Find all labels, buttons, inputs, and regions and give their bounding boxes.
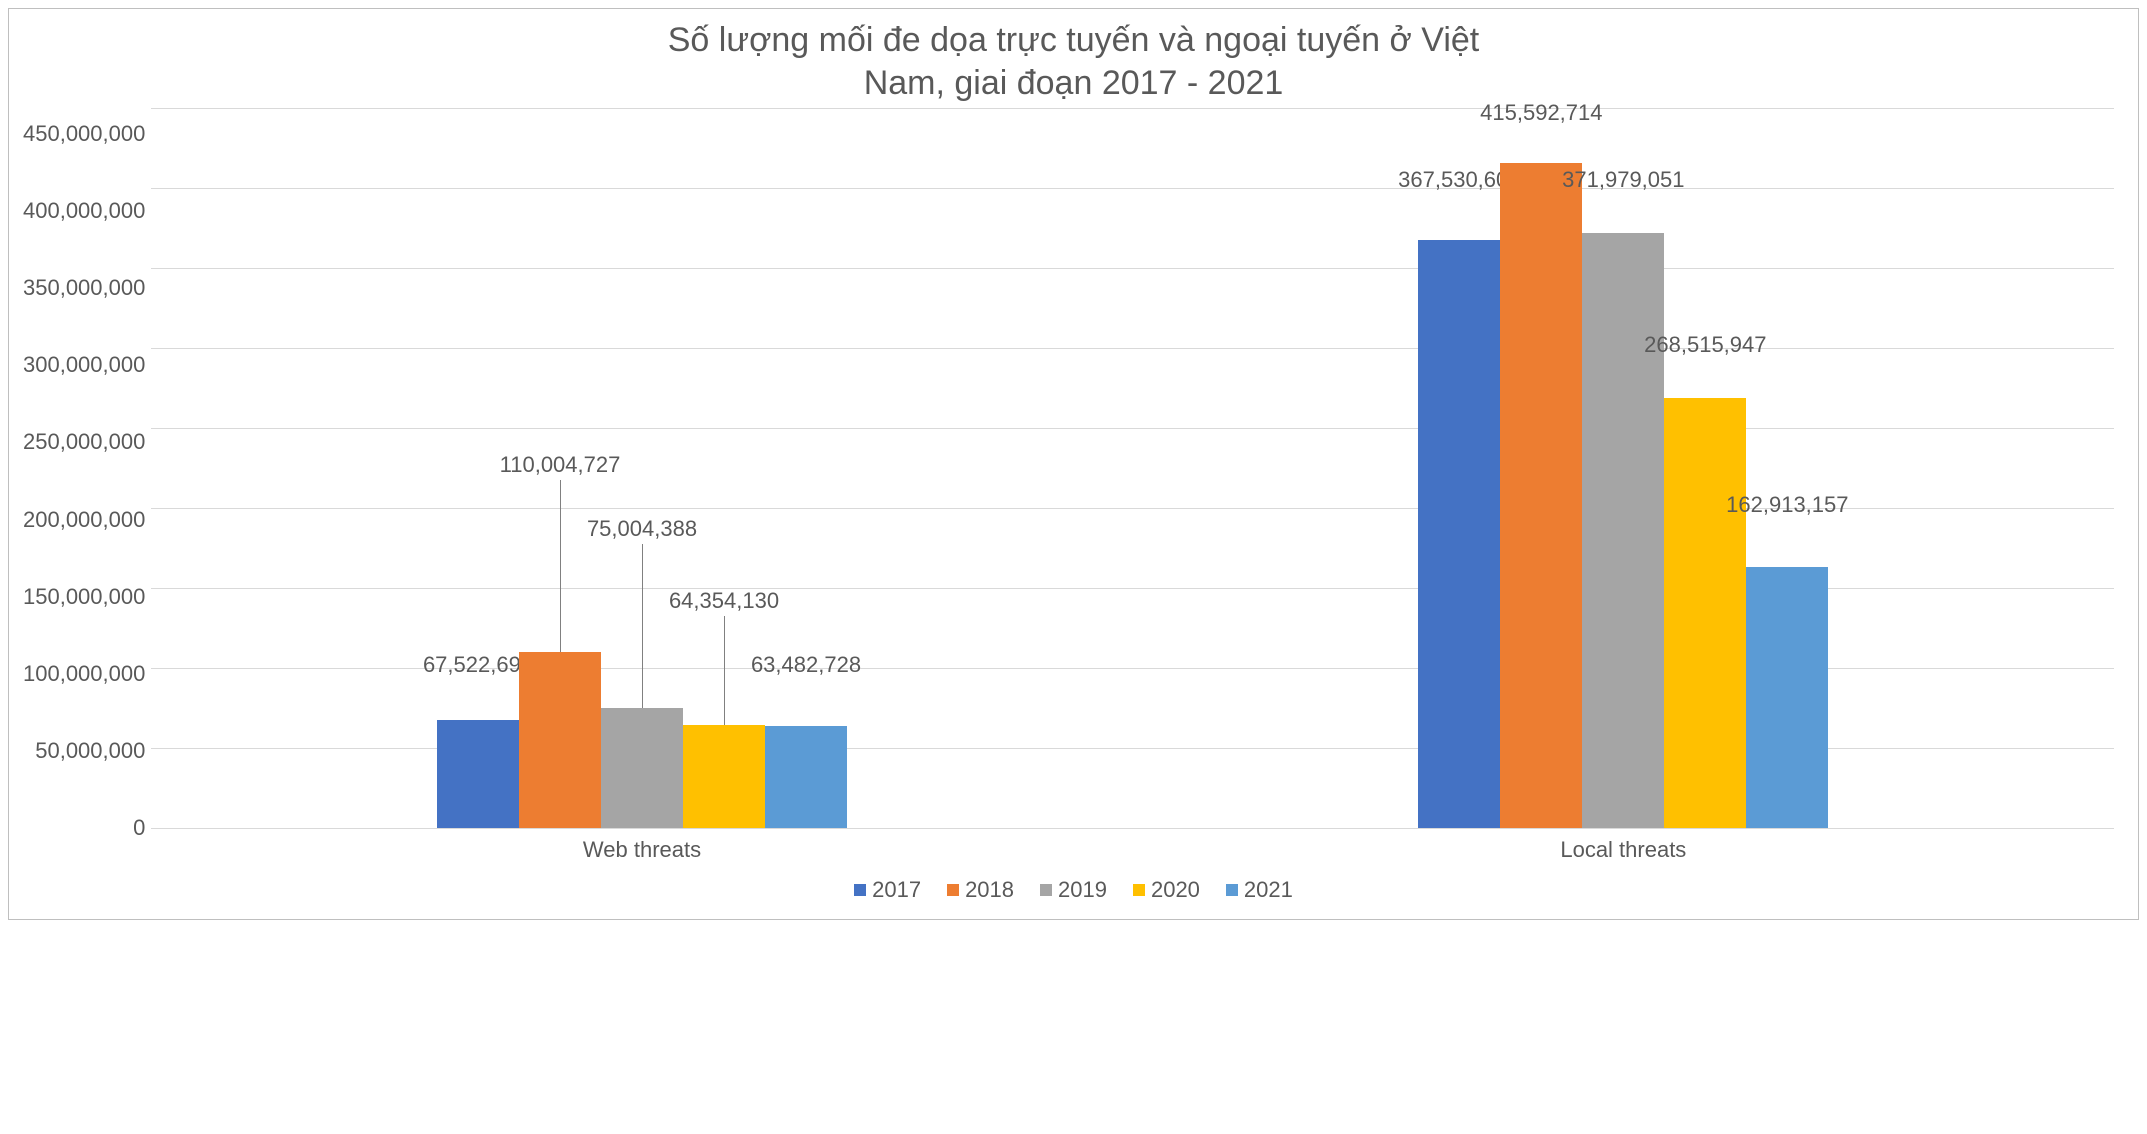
x-category-label: Web threats: [151, 829, 1132, 863]
bar-data-label: 162,913,157: [1726, 493, 1848, 516]
legend-label: 2021: [1244, 877, 1293, 903]
legend-swatch: [1226, 884, 1238, 896]
chart-title: Số lượng mối đe dọa trực tuyến và ngoại …: [9, 9, 2138, 108]
bar: [1664, 398, 1746, 828]
legend-item: 2018: [947, 877, 1014, 903]
bar-wrap: 415,592,714: [1500, 108, 1582, 828]
chart-title-line2: Nam, giai đoạn 2017 - 2021: [864, 64, 1284, 102]
y-tick: 200,000,000: [23, 507, 145, 533]
x-categories: Web threatsLocal threats: [151, 829, 2114, 863]
chart-title-line1: Số lượng mối đe dọa trực tuyến và ngoại …: [668, 21, 1480, 59]
leader-line: [560, 480, 561, 652]
bar: [519, 652, 601, 828]
gridline: [151, 828, 2114, 829]
plot-area: 67,522,696110,004,72775,004,38864,354,13…: [151, 108, 2114, 828]
y-tick: 350,000,000: [23, 275, 145, 301]
legend-swatch: [947, 884, 959, 896]
bar: [1418, 240, 1500, 828]
bar: [601, 708, 683, 828]
bar: [683, 725, 765, 828]
y-axis: 450,000,000 400,000,000 350,000,000 300,000…: [9, 108, 151, 828]
bar-wrap: 367,530,606: [1418, 108, 1500, 828]
bar-data-label: 63,482,728: [751, 653, 861, 676]
bar-group: 367,530,606415,592,714371,979,051268,515…: [1133, 108, 2114, 828]
bar-data-label: 75,004,388: [587, 517, 697, 540]
legend-label: 2018: [965, 877, 1014, 903]
bar: [1500, 163, 1582, 828]
legend-label: 2020: [1151, 877, 1200, 903]
legend-item: 2017: [854, 877, 921, 903]
leader-line: [642, 544, 643, 708]
bar: [1746, 567, 1828, 828]
legend-swatch: [1133, 884, 1145, 896]
y-tick: 50,000,000: [35, 738, 145, 764]
bar-wrap: 75,004,388: [601, 108, 683, 828]
chart-container: Số lượng mối đe dọa trực tuyến và ngoại …: [8, 8, 2139, 920]
bar: [1582, 233, 1664, 828]
legend-item: 2021: [1226, 877, 1293, 903]
legend-item: 2020: [1133, 877, 1200, 903]
bar-wrap: 63,482,728: [765, 108, 847, 828]
leader-line: [724, 616, 725, 725]
plot-row: 450,000,000 400,000,000 350,000,000 300,000…: [9, 108, 2138, 828]
bar-wrap: 162,913,157: [1746, 108, 1828, 828]
legend: 2017 2018 2019 2020 2021: [9, 863, 2138, 919]
y-tick: 150,000,000: [23, 584, 145, 610]
legend-label: 2019: [1058, 877, 1107, 903]
bar-wrap: 371,979,051: [1582, 108, 1664, 828]
x-category-label: Local threats: [1133, 829, 2114, 863]
legend-item: 2019: [1040, 877, 1107, 903]
bar-wrap: 64,354,130: [683, 108, 765, 828]
y-tick: 250,000,000: [23, 429, 145, 455]
legend-label: 2017: [872, 877, 921, 903]
y-tick: 450,000,000: [23, 121, 145, 147]
x-axis-row: Web threatsLocal threats: [9, 829, 2138, 863]
y-tick: 0: [133, 815, 145, 841]
bar-data-label: 67,522,696: [423, 653, 533, 676]
y-tick: 300,000,000: [23, 352, 145, 378]
bar-wrap: 110,004,727: [519, 108, 601, 828]
y-tick: 100,000,000: [23, 661, 145, 687]
bar-groups: 67,522,696110,004,72775,004,38864,354,13…: [151, 108, 2114, 828]
bar: [437, 720, 519, 828]
legend-swatch: [854, 884, 866, 896]
bar-group: 67,522,696110,004,72775,004,38864,354,13…: [151, 108, 1132, 828]
legend-swatch: [1040, 884, 1052, 896]
y-tick: 400,000,000: [23, 198, 145, 224]
x-spacer: [9, 829, 151, 863]
bar-wrap: 268,515,947: [1664, 108, 1746, 828]
bar-data-label: 64,354,130: [669, 589, 779, 612]
bar: [765, 726, 847, 828]
